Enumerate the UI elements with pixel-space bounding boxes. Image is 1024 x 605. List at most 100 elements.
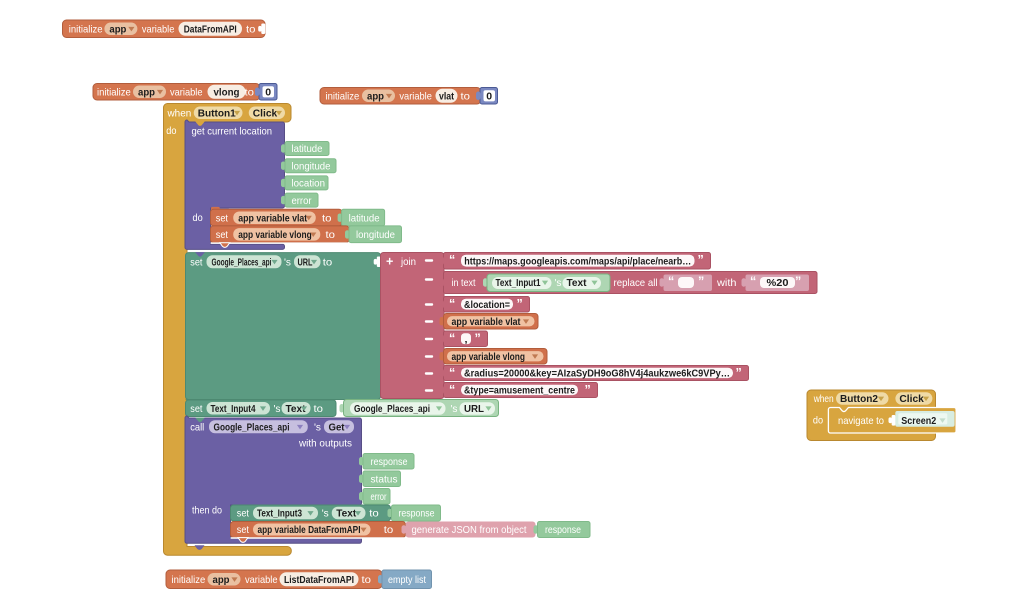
svg-text:status: status <box>371 473 398 485</box>
svg-text:to: to <box>384 524 394 536</box>
svg-text:latitude: latitude <box>292 143 323 155</box>
svg-text:Button1: Button1 <box>198 107 236 119</box>
svg-text:app variable vlat: app variable vlat <box>238 212 307 224</box>
svg-text:variable: variable <box>245 574 278 586</box>
svg-text:“: “ <box>750 275 756 289</box>
svg-text:Google_Places_api: Google_Places_api <box>214 421 290 433</box>
svg-text:&radius=20000&key=AIzaSyDH9oG8: &radius=20000&key=AIzaSyDH9oG8hV4j4aukzw… <box>464 368 730 380</box>
svg-text:Google_Places_api: Google_Places_api <box>212 256 272 268</box>
svg-text:“: “ <box>449 383 455 397</box>
svg-text:,: , <box>465 333 468 345</box>
svg-text:“: “ <box>449 366 455 380</box>
svg-text:”: ” <box>517 297 523 311</box>
svg-text:to: to <box>326 229 336 241</box>
svg-text:app variable DataFromAPI: app variable DataFromAPI <box>258 524 361 536</box>
svg-text:“: “ <box>668 275 674 289</box>
svg-text:0: 0 <box>486 90 492 102</box>
svg-text:Screen2: Screen2 <box>901 415 936 427</box>
svg-text:variable: variable <box>399 90 432 102</box>
svg-text:Text: Text <box>286 403 306 415</box>
svg-text:%20: %20 <box>767 277 789 289</box>
svg-text:'s: 's <box>555 277 562 289</box>
svg-text:initialize: initialize <box>69 23 103 35</box>
svg-text:vlat: vlat <box>439 90 454 102</box>
svg-text:get current location: get current location <box>192 125 273 137</box>
svg-text:initialize: initialize <box>326 90 360 102</box>
svg-text:”: ” <box>795 275 801 289</box>
svg-text:'s: 's <box>322 508 329 520</box>
svg-text:to: to <box>369 508 379 520</box>
svg-text:longitude: longitude <box>292 160 331 172</box>
svg-text:'s: 's <box>314 421 321 433</box>
svg-text:response: response <box>399 508 435 520</box>
svg-text:in text: in text <box>452 277 476 289</box>
svg-text:when: when <box>167 107 192 119</box>
svg-text:set: set <box>216 229 228 241</box>
svg-text:to: to <box>323 256 333 268</box>
svg-text:do: do <box>193 212 203 224</box>
svg-text:initialize: initialize <box>97 86 131 98</box>
svg-text:Click: Click <box>253 107 278 119</box>
svg-text:to: to <box>461 90 471 102</box>
svg-text:call: call <box>190 421 204 433</box>
svg-text:app: app <box>367 90 384 102</box>
svg-text:DataFromAPI: DataFromAPI <box>184 23 237 35</box>
svg-text:https://maps.googleapis.com/ma: https://maps.googleapis.com/maps/api/pla… <box>464 255 691 267</box>
svg-text:Text: Text <box>336 508 356 520</box>
svg-text:to: to <box>362 574 372 586</box>
svg-text:”: ” <box>475 331 481 345</box>
svg-text:error: error <box>292 195 312 207</box>
svg-text:location: location <box>292 178 326 190</box>
svg-text:Text_Input1: Text_Input1 <box>496 277 541 289</box>
svg-text:app: app <box>138 86 155 98</box>
svg-text:URL: URL <box>464 403 485 415</box>
svg-text:”: ” <box>585 383 591 397</box>
svg-text:vlong: vlong <box>214 86 240 98</box>
svg-text:app: app <box>213 574 230 586</box>
svg-text:Google_Places_api: Google_Places_api <box>354 403 430 415</box>
svg-text:generate JSON from object: generate JSON from object <box>412 524 527 536</box>
svg-text:then do: then do <box>192 505 222 517</box>
svg-text:longitude: longitude <box>356 229 395 241</box>
svg-text:navigate to: navigate to <box>838 415 884 427</box>
svg-text:&location=: &location= <box>464 299 510 311</box>
svg-text:to: to <box>246 23 256 35</box>
svg-text:“: “ <box>449 253 455 267</box>
svg-text:join: join <box>400 256 416 268</box>
svg-text:do: do <box>813 415 823 427</box>
svg-text:response: response <box>371 456 408 468</box>
svg-text:variable: variable <box>142 23 175 35</box>
svg-text:0: 0 <box>265 86 271 98</box>
svg-text:Button2: Button2 <box>840 393 878 405</box>
svg-text:to: to <box>322 212 332 224</box>
svg-text:app variable vlat: app variable vlat <box>452 316 521 328</box>
svg-text:”: ” <box>698 275 704 289</box>
svg-text:with outputs: with outputs <box>298 438 352 450</box>
svg-text:latitude: latitude <box>349 212 380 224</box>
svg-text:Click: Click <box>899 393 924 405</box>
svg-text:Text: Text <box>567 277 587 289</box>
svg-text:replace all: replace all <box>614 277 658 289</box>
svg-text:app variable vlong: app variable vlong <box>452 351 526 363</box>
svg-text:do: do <box>166 125 176 137</box>
svg-text:set: set <box>216 212 228 224</box>
svg-text:to: to <box>245 86 255 98</box>
svg-text:&type=amusement_centre: &type=amusement_centre <box>464 385 575 397</box>
svg-text:set: set <box>190 256 202 268</box>
svg-text:set: set <box>237 508 249 520</box>
svg-text:Text_Input4: Text_Input4 <box>211 403 256 415</box>
svg-text:Get: Get <box>329 421 345 433</box>
svg-text:with: with <box>716 277 737 289</box>
svg-text:ListDataFromAPI: ListDataFromAPI <box>284 574 354 586</box>
svg-text:+: + <box>386 254 393 268</box>
svg-text:error: error <box>371 491 387 503</box>
svg-text:“: “ <box>449 297 455 311</box>
svg-text:'s: 's <box>284 256 291 268</box>
svg-text:URL: URL <box>298 256 313 268</box>
svg-text:”: ” <box>736 366 742 380</box>
svg-text:when: when <box>813 393 834 405</box>
svg-text:app variable vlong: app variable vlong <box>238 229 312 241</box>
svg-text:set: set <box>237 524 249 536</box>
svg-text:Text_Input3: Text_Input3 <box>257 508 302 520</box>
svg-text:empty list: empty list <box>388 574 426 586</box>
